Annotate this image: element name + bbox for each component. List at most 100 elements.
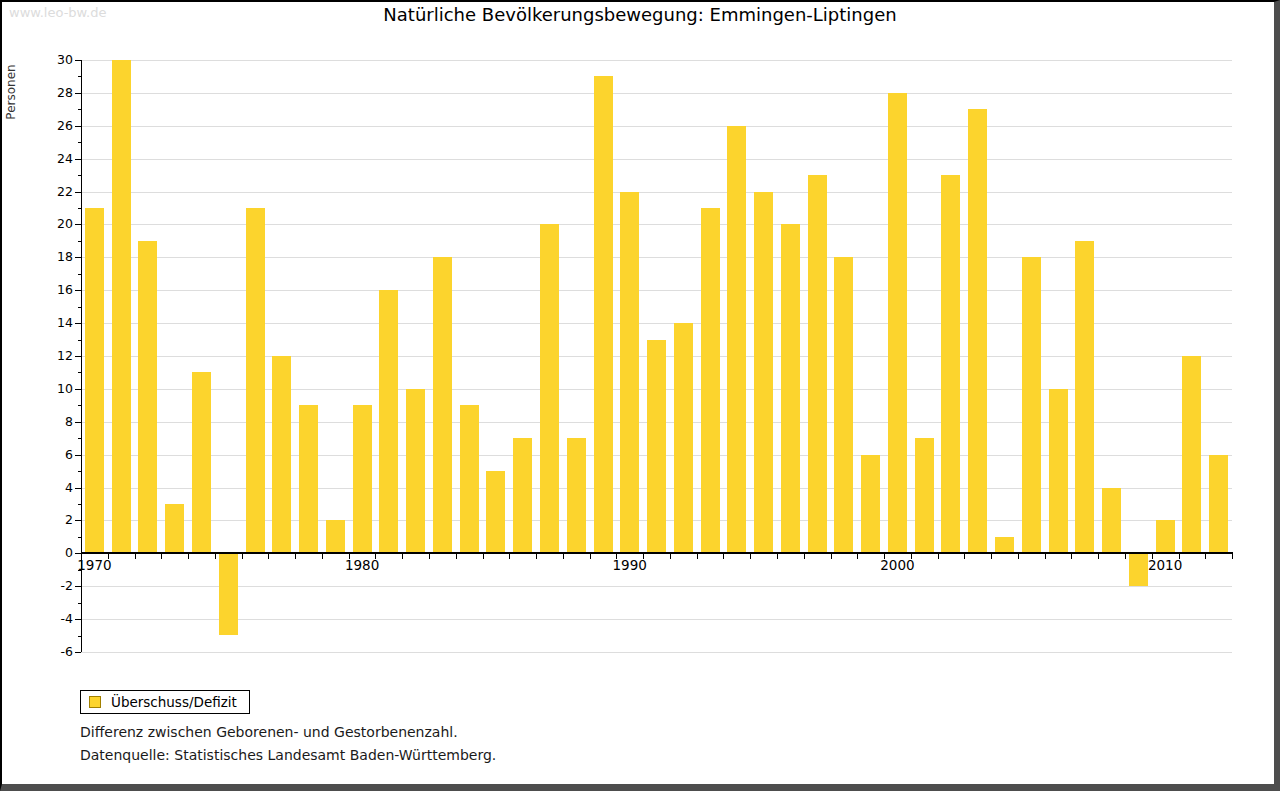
x-tick-8 [295, 554, 296, 559]
bar-1989 [594, 76, 613, 553]
x-tick-34 [991, 554, 992, 559]
bar-1978 [299, 405, 318, 553]
y-tick-28 [75, 93, 81, 94]
bar-1999 [861, 455, 880, 554]
y-tick-29 [78, 76, 81, 77]
y-tick--2 [75, 586, 81, 587]
x-tick-label-1980: 1980 [330, 557, 394, 573]
y-tick-13 [78, 340, 81, 341]
y-tick-5 [78, 471, 81, 472]
x-tick-27 [804, 554, 805, 559]
bar-1991 [647, 340, 666, 554]
plot-area: -6-4-20246810121416182022242628301970198… [0, 0, 1280, 791]
bar-2004 [995, 537, 1014, 553]
bar-2008 [1102, 488, 1121, 554]
bar-1988 [567, 438, 586, 553]
x-tick-12 [402, 554, 403, 559]
y-tick-24 [75, 159, 81, 160]
gridline--4 [81, 619, 1232, 620]
y-tick-label--4: -4 [29, 612, 73, 626]
y-tick-label-6: 6 [29, 448, 73, 462]
bar-1993 [701, 208, 720, 553]
y-tick-label-14: 14 [29, 316, 73, 330]
y-tick-6 [75, 455, 81, 456]
y-tick-label-10: 10 [29, 382, 73, 396]
y-tick-17 [78, 274, 81, 275]
y-tick--3 [78, 603, 81, 604]
x-tick-label-2010: 2010 [1133, 557, 1197, 573]
gridline-30 [81, 60, 1232, 61]
y-tick-label-4: 4 [29, 481, 73, 495]
y-tick-label--2: -2 [29, 579, 73, 593]
y-tick-label-20: 20 [29, 217, 73, 231]
gridline-22 [81, 192, 1232, 193]
x-tick-25 [750, 554, 751, 559]
y-tick-label-16: 16 [29, 283, 73, 297]
bar-1973 [165, 504, 184, 553]
note-source: Datenquelle: Statistisches Landesamt Bad… [80, 747, 496, 763]
bar-1994 [727, 126, 746, 554]
bar-1997 [808, 175, 827, 553]
bar-1996 [781, 224, 800, 553]
bar-1986 [513, 438, 532, 553]
legend: Überschuss/Defizit [80, 690, 250, 714]
y-tick-20 [75, 224, 81, 225]
y-tick-22 [75, 192, 81, 193]
y-tick-18 [75, 257, 81, 258]
bar-1979 [326, 520, 345, 553]
x-tick-16 [509, 554, 510, 559]
bar-1981 [379, 290, 398, 553]
x-tick-26 [777, 554, 778, 559]
gridline--2 [81, 586, 1232, 587]
bar-1977 [272, 356, 291, 553]
y-tick--4 [75, 619, 81, 620]
x-tick-19 [590, 554, 591, 559]
y-tick-26 [75, 126, 81, 127]
x-tick-label-1970: 1970 [62, 557, 126, 573]
y-tick-30 [75, 60, 81, 61]
bar-1992 [674, 323, 693, 553]
bar-1995 [754, 192, 773, 554]
y-tick-label-28: 28 [29, 86, 73, 100]
x-tick-4 [188, 554, 189, 559]
bar-1983 [433, 257, 452, 553]
y-tick-11 [78, 372, 81, 373]
note-definition: Differenz zwischen Geborenen- und Gestor… [80, 724, 458, 740]
y-tick-14 [75, 323, 81, 324]
x-tick-9 [322, 554, 323, 559]
y-tick-1 [78, 537, 81, 538]
bar-2010 [1156, 520, 1175, 553]
x-tick-39 [1125, 554, 1126, 559]
bar-1990 [620, 192, 639, 554]
page-title: Natürliche Bevölkerungsbewegung: Emminge… [0, 4, 1280, 25]
x-tick-37 [1071, 554, 1072, 559]
x-tick-42 [1205, 554, 1206, 559]
bar-1974 [192, 372, 211, 553]
x-tick-24 [723, 554, 724, 559]
bar-2000 [888, 93, 907, 553]
bar-1976 [246, 208, 265, 553]
y-tick-2 [75, 520, 81, 521]
y-tick-10 [75, 389, 81, 390]
y-tick-15 [78, 307, 81, 308]
bar-1985 [486, 471, 505, 553]
gridline--6 [81, 652, 1232, 653]
bar-1998 [834, 257, 853, 553]
y-tick-12 [75, 356, 81, 357]
gridline-26 [81, 126, 1232, 127]
x-tick-17 [536, 554, 537, 559]
x-tick-29 [857, 554, 858, 559]
gridline-24 [81, 159, 1232, 160]
bar-2007 [1075, 241, 1094, 553]
x-tick-36 [1045, 554, 1046, 559]
y-tick-16 [75, 290, 81, 291]
legend-swatch-icon [89, 696, 101, 708]
bar-1970 [85, 208, 104, 553]
x-tick-43 [1232, 554, 1233, 559]
bar-1982 [406, 389, 425, 553]
x-tick-22 [670, 554, 671, 559]
x-tick-5 [215, 554, 216, 559]
gridline-28 [81, 93, 1232, 94]
y-tick-8 [75, 422, 81, 423]
y-tick-25 [78, 142, 81, 143]
